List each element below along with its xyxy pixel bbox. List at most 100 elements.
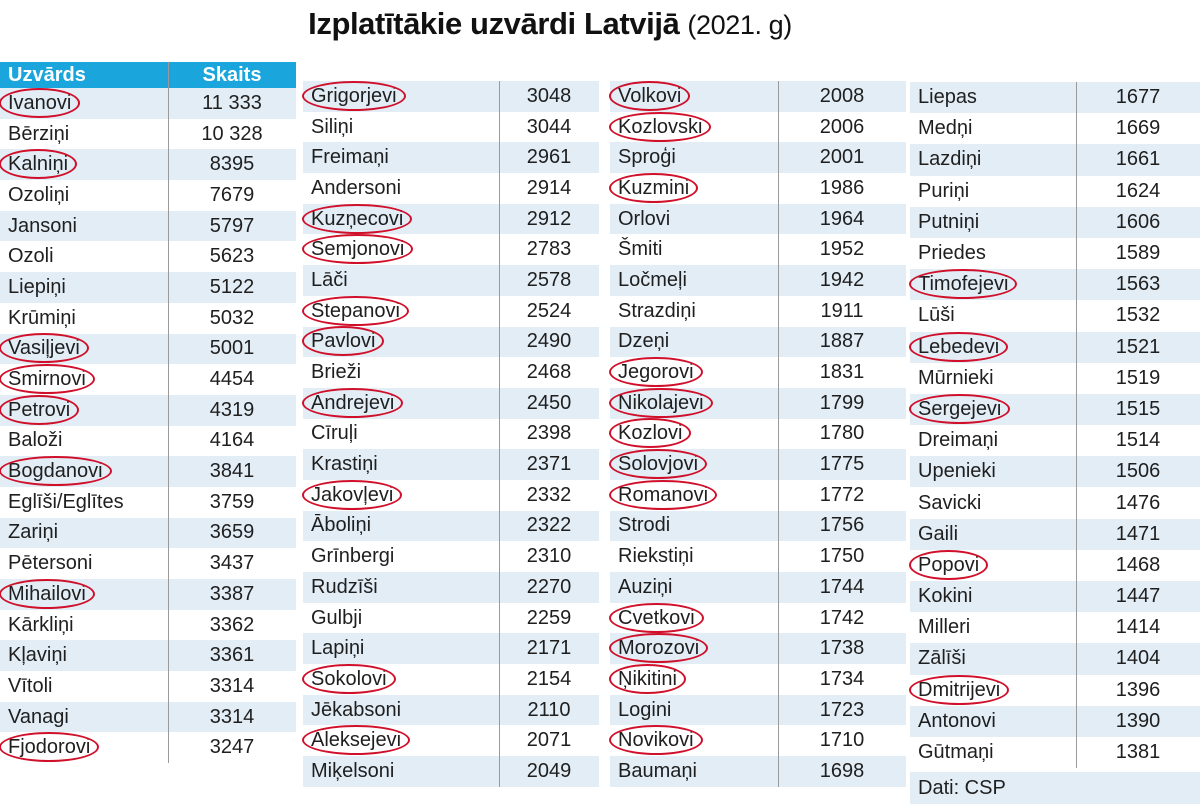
surname-cell: Semjonovi — [303, 238, 499, 261]
surname-text: Baloži — [8, 429, 63, 452]
surname-text: Andrejevi — [311, 391, 395, 414]
count-cell: 2783 — [526, 238, 572, 261]
table-row: Dzeņi 1887 — [610, 326, 906, 358]
surname-text: Sergejevi — [918, 397, 1002, 420]
surname-text: Gaili — [918, 522, 959, 545]
count-cell: 1775 — [819, 453, 865, 476]
surname-text: Vasiļjevi — [8, 337, 80, 360]
table-row: Zariņi 3659 — [0, 517, 296, 549]
table-row: Grigorjevi 3048 — [303, 81, 599, 112]
surname-cell: Ozoli — [0, 245, 168, 268]
column-divider — [778, 81, 779, 788]
surname-cell: Andrejevi — [303, 392, 499, 415]
table-row: Jansoni 5797 — [0, 210, 296, 242]
surname-text: Eglīši/Eglītes — [8, 490, 124, 513]
surname-cell: Ivanovi — [0, 92, 168, 115]
surname-cell: Sergejevi — [910, 398, 1076, 421]
count-cell: 3048 — [526, 84, 572, 107]
column-divider — [1076, 82, 1077, 769]
table-row: Dmitrijevi 1396 — [910, 675, 1200, 706]
surname-cell: Freimaņi — [303, 146, 499, 169]
surname-cell: Miķelsoni — [303, 760, 499, 783]
surname-cell: Jēkabsoni — [303, 699, 499, 722]
surname-column-1: Uzvārds Skaits Ivanovi 11 333 Bērziņi 10 328 K… — [0, 62, 296, 764]
table-row: Ozoliņi 7679 — [0, 180, 296, 211]
surname-text: Kozlovski — [618, 115, 703, 138]
surname-cell: Medņi — [910, 117, 1076, 140]
count-cell: 2049 — [526, 759, 572, 782]
surname-cell: Andersoni — [303, 177, 499, 200]
count-cell: 1515 — [1115, 397, 1161, 420]
table-row: Bērziņi 10 328 — [0, 119, 296, 150]
surname-cell: Savicki — [910, 492, 1076, 515]
surname-cell: Smirnovi — [0, 368, 168, 391]
surname-text: Putniņi — [918, 210, 980, 233]
surname-text: Dzeņi — [618, 330, 670, 353]
surname-text: Šmiti — [618, 238, 663, 261]
surname-text: Cīruļi — [311, 422, 358, 445]
surname-text: Gūtmaņi — [918, 741, 994, 764]
source-note: Dati: CSP — [910, 772, 1200, 804]
surname-text: Strodi — [618, 514, 671, 537]
surname-text: Sproģi — [618, 146, 676, 169]
count-cell: 1780 — [819, 422, 865, 445]
count-cell: 3314 — [209, 705, 255, 728]
table-row: Lūši 1532 — [910, 300, 1200, 331]
surname-cell: Loginі — [610, 699, 778, 722]
count-cell: 1887 — [819, 330, 865, 353]
surname-text: Sokolovi — [311, 667, 387, 690]
table-row: Solovjovi 1775 — [610, 449, 906, 480]
table-row: Mihailovi 3387 — [0, 579, 296, 610]
table-row: Sokolovi 2154 — [303, 664, 599, 695]
surname-text: Aleksejevi — [311, 729, 402, 752]
surname-cell: Pētersoni — [0, 552, 168, 575]
surname-cell: Putniņi — [910, 211, 1076, 234]
table-row: Nikolajevi 1799 — [610, 387, 906, 419]
table-row: Morozovi 1738 — [610, 633, 906, 665]
table-row: Jegorovi 1831 — [610, 357, 906, 388]
table-row: Milleri 1414 — [910, 612, 1200, 643]
surname-cell: Auziņi — [610, 576, 778, 599]
count-cell: 1772 — [819, 483, 865, 506]
count-cell: 5623 — [209, 245, 255, 268]
table-row: Auziņi 1744 — [610, 572, 906, 603]
table-row: Upenieki 1506 — [910, 456, 1200, 488]
surname-cell: Dreimaņi — [910, 429, 1076, 452]
count-cell: 1506 — [1115, 460, 1161, 483]
table-row: Stepanovi 2524 — [303, 296, 599, 327]
table-row: Vītoli 3314 — [0, 671, 296, 702]
surname-cell: Ņikitini — [610, 668, 778, 691]
surname-cell: Solovjovi — [610, 453, 778, 476]
surname-text: Vītoli — [8, 674, 53, 697]
count-cell: 2001 — [819, 146, 865, 169]
surname-cell: Mūrnieki — [910, 367, 1076, 390]
count-cell: 2912 — [526, 207, 572, 230]
surname-cell: Milleri — [910, 616, 1076, 639]
table-row: Gulbji 2259 — [303, 603, 599, 634]
count-cell: 4164 — [209, 429, 255, 452]
surname-text: Lāči — [311, 268, 348, 291]
surname-text: Petrovi — [8, 398, 71, 421]
surname-cell: Dzeņi — [610, 330, 778, 353]
surname-cell: Lūši — [910, 304, 1076, 327]
count-cell: 1468 — [1115, 553, 1161, 576]
count-cell: 1799 — [819, 391, 865, 414]
surname-cell: Baumaņi — [610, 760, 778, 783]
table-row: Rudzīši 2270 — [303, 572, 599, 603]
table-row: Miķelsoni 2049 — [303, 756, 599, 787]
surname-text: Siliņi — [311, 115, 354, 138]
table-row: Vanagi 3314 — [0, 701, 296, 733]
table-row: Gūtmaņi 1381 — [910, 737, 1200, 768]
count-cell: 2490 — [526, 330, 572, 353]
count-cell: 2450 — [526, 391, 572, 414]
table-row: Lapiņi 2171 — [303, 633, 599, 665]
count-cell: 3361 — [209, 644, 255, 667]
count-cell: 10 328 — [201, 122, 263, 145]
surname-text: Solovjovi — [618, 453, 699, 476]
surname-cell: Liepas — [910, 86, 1076, 109]
surname-cell: Kozlovski — [610, 116, 778, 139]
table-row: Liepas 1677 — [910, 82, 1200, 114]
count-cell: 5122 — [209, 275, 255, 298]
surname-text: Ņikitini — [618, 667, 677, 690]
count-cell: 1710 — [819, 729, 865, 752]
